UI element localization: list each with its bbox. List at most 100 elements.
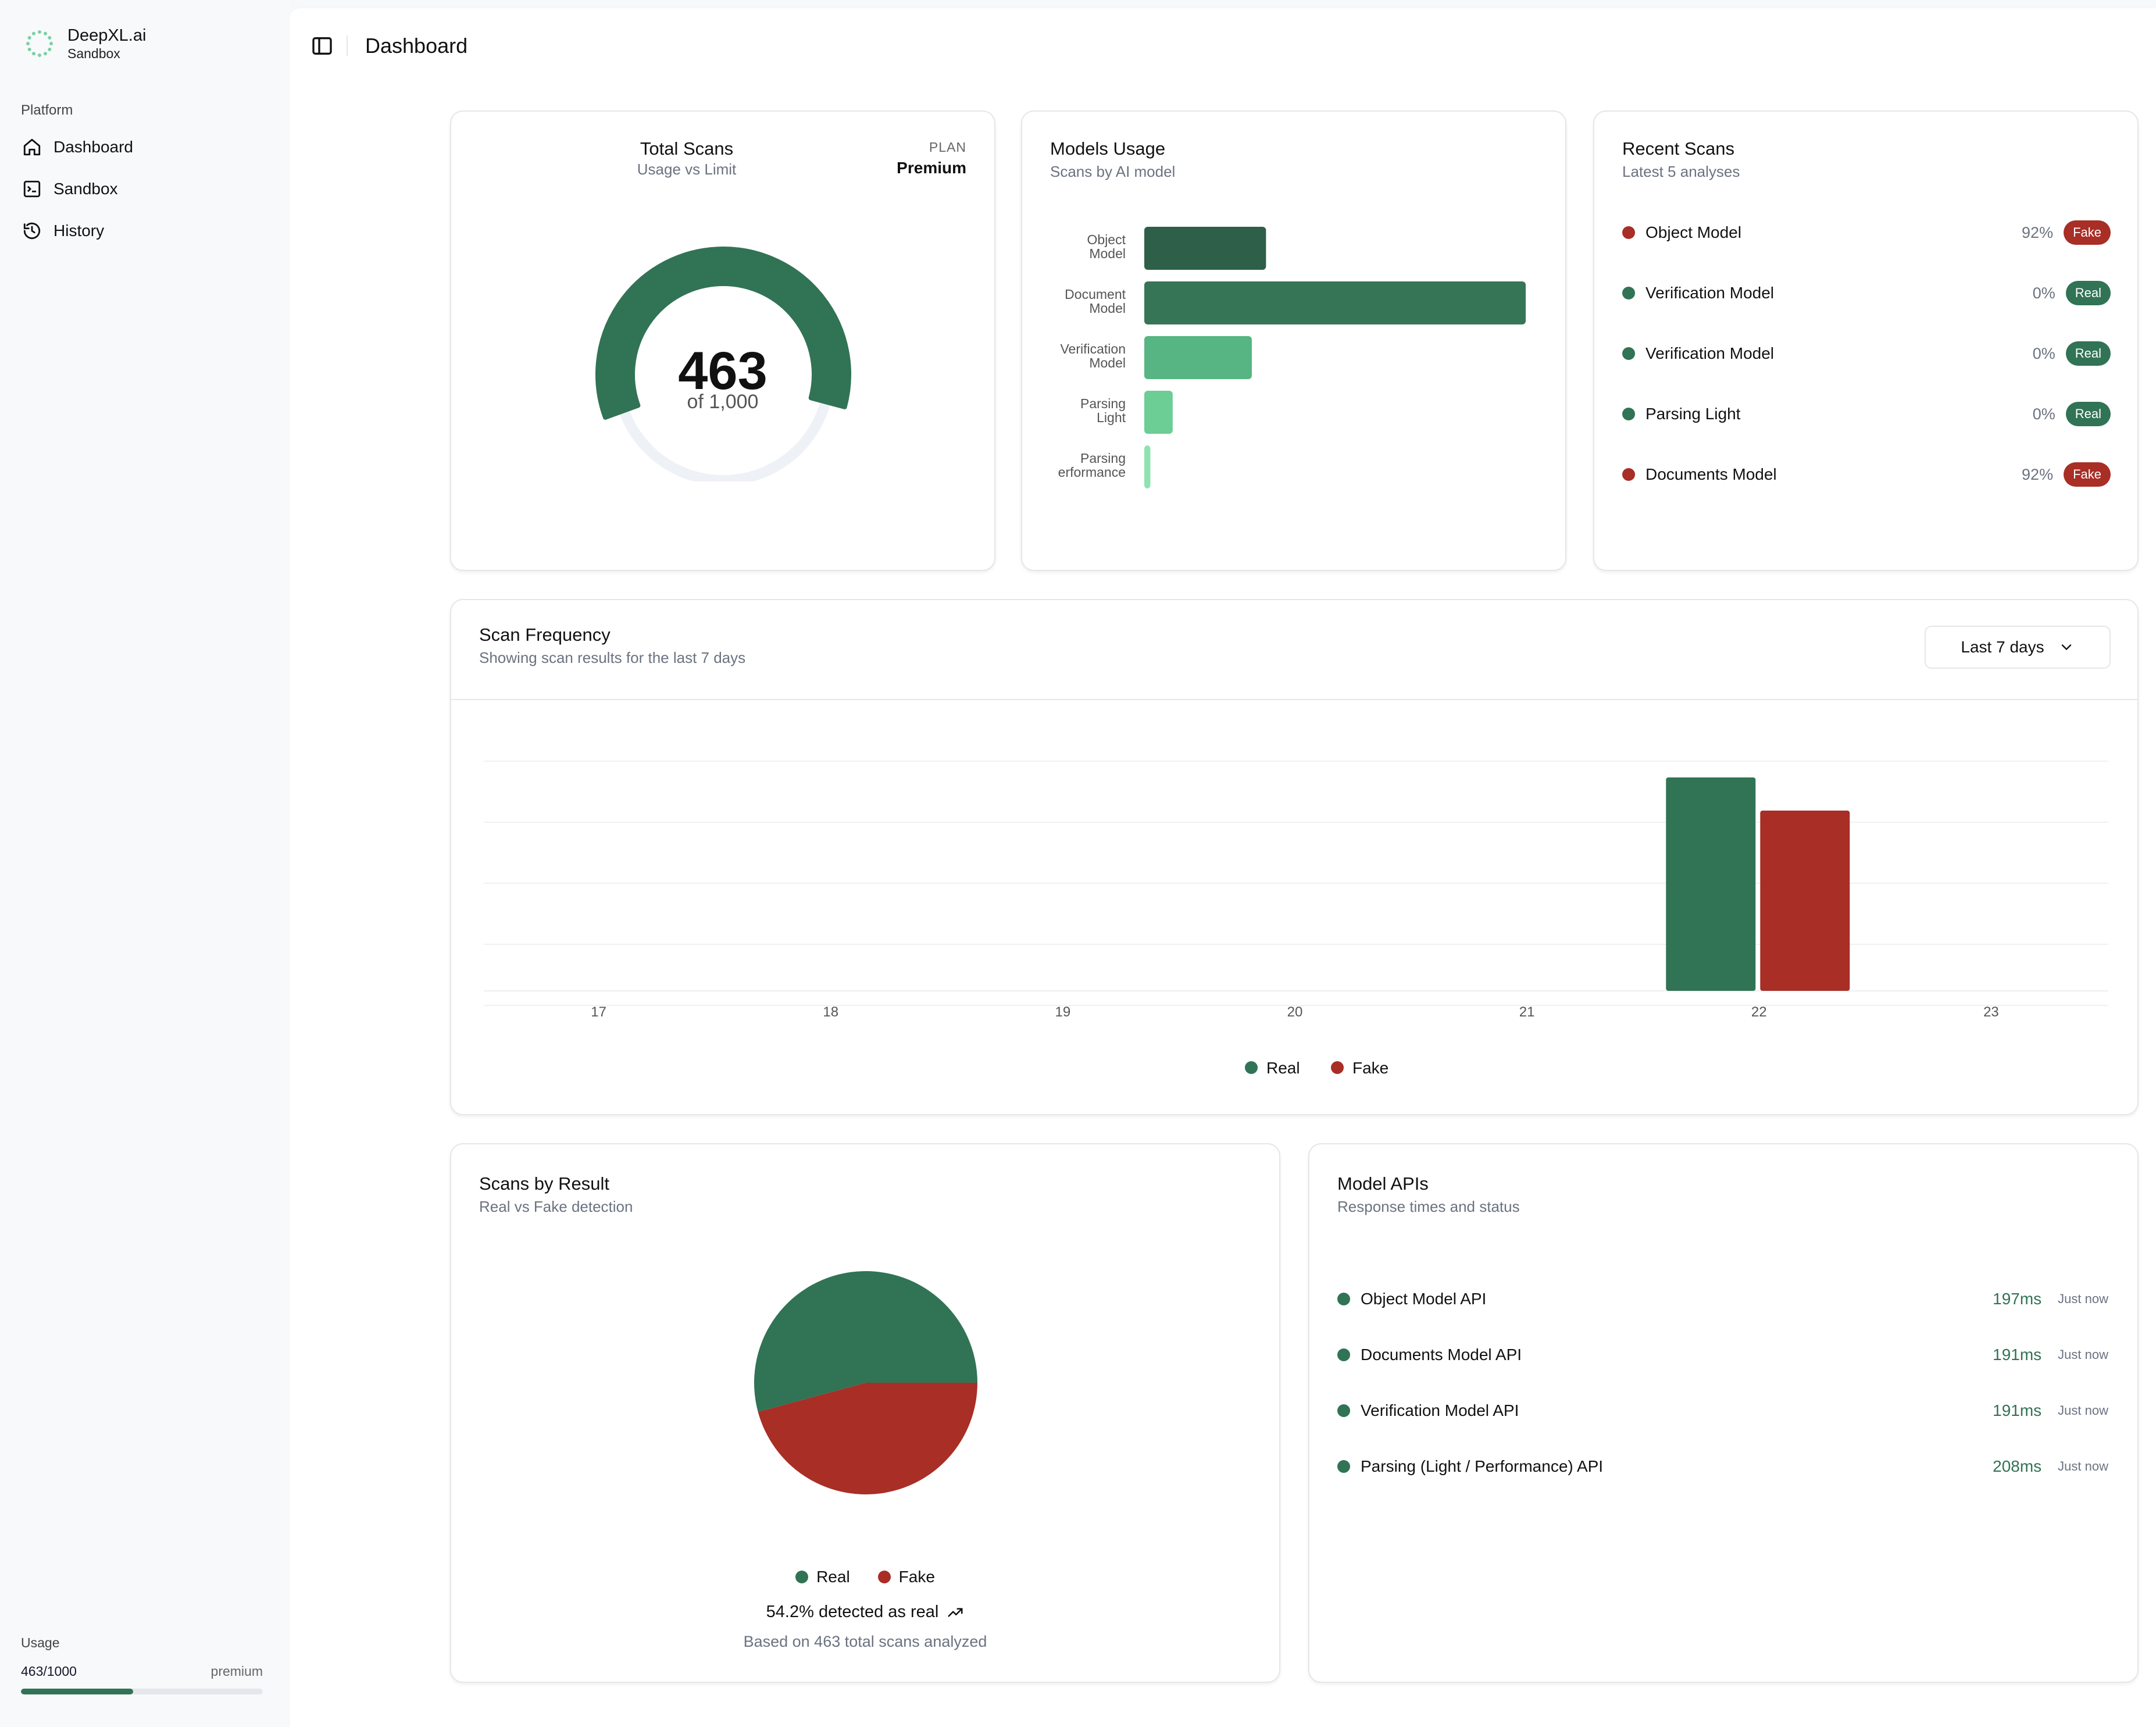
recent-scan-score: 0% [2032,284,2055,302]
main-content: Dashboard Total Scans Usage vs Limit PLA… [290,8,2156,1727]
model-usage-category-label: Model [1089,355,1126,370]
api-response-time: 191ms [1993,1346,2042,1364]
status-dot [1622,408,1635,420]
x-tick-label: 18 [823,1004,838,1020]
status-dot [1622,347,1635,360]
top-bar: Dashboard [290,8,2156,84]
legend-label: Real [816,1568,850,1586]
status-dot [1337,1460,1350,1473]
model-usage-category-label: Parsing [1080,451,1126,466]
models-usage-subtitle: Scans by AI model [1050,163,1176,180]
pie-legend: Real Fake [451,1568,1279,1586]
api-status-row[interactable]: Documents Model API 191ms Just now [1337,1339,2108,1371]
plan-label: PLAN [929,140,966,155]
status-dot [1622,468,1635,481]
toolbar-divider [347,35,348,56]
total-scans-title: Total Scans [640,138,734,159]
x-tick-label: 23 [1983,1004,1999,1020]
model-apis-subtitle: Response times and status [1337,1198,1520,1215]
model-usage-bar[interactable] [1144,445,1151,488]
recent-scan-score: 0% [2032,344,2055,362]
home-icon [22,137,42,157]
legend-swatch-fake [877,1571,891,1583]
total-scans-count: 463 [678,341,768,401]
range-select[interactable]: Last 7 days [1925,626,2111,669]
brand-name: DeepXL.ai [67,26,147,45]
api-status-row[interactable]: Object Model API 197ms Just now [1337,1283,2108,1315]
scans-by-result-pie [754,1271,977,1495]
brand-subtitle: Sandbox [67,46,120,61]
recent-scan-name: Verification Model [1645,344,1775,362]
range-select-value: Last 7 days [1961,638,2044,656]
scans-by-result-title: Scans by Result [479,1173,609,1194]
api-name: Documents Model API [1361,1346,1522,1364]
pie-slice-fake[interactable] [758,1383,977,1495]
chevron-down-icon [2058,639,2075,655]
history-icon [22,221,42,241]
scan-frequency-divider [451,699,2137,700]
x-tick-label: 19 [1055,1004,1071,1020]
scan-frequency-subtitle: Showing scan results for the last 7 days [479,649,746,666]
recent-scan-row[interactable]: Verification Model 0% Real [1622,337,2111,370]
api-name: Object Model API [1361,1290,1487,1308]
scans-by-result-card: Scans by Result Real vs Fake detection R… [450,1143,1280,1683]
brand[interactable]: DeepXL.ai Sandbox [23,26,146,62]
recent-scan-score: 0% [2032,405,2055,423]
sidebar-item-label: Dashboard [53,138,133,156]
scans-by-result-subtitle: Real vs Fake detection [479,1198,633,1215]
model-usage-category-label: Model [1089,301,1126,316]
model-usage-category-label: Document [1065,287,1126,302]
legend-label: Fake [1352,1059,1388,1077]
usage-progress-track [21,1689,263,1694]
usage-panel: Usage 463/1000 premium [21,1635,263,1694]
status-badge: Real [2065,341,2111,366]
recent-scan-score: 92% [2022,223,2054,241]
total-scans-subtitle: Usage vs Limit [637,160,737,178]
model-usage-bar[interactable] [1144,336,1252,379]
recent-scan-row[interactable]: Documents Model 92% Fake [1622,458,2111,491]
recent-scan-name: Object Model [1645,223,1741,241]
sidebar-toggle-icon[interactable] [310,34,334,58]
model-apis-title: Model APIs [1337,1173,1429,1194]
sidebar-item-history[interactable]: History [17,213,273,249]
scan-frequency-card: Scan Frequency Showing scan results for … [450,599,2139,1115]
recent-scan-score: 92% [2022,465,2054,483]
x-tick-label: 20 [1287,1004,1303,1020]
legend-label: Real [1266,1059,1300,1077]
api-status-row[interactable]: Parsing (Light / Performance) API 208ms Ju… [1337,1450,2108,1483]
api-response-time: 191ms [1993,1401,2042,1419]
legend-swatch-real [795,1571,809,1583]
model-apis-card: Model APIs Response times and status Obj… [1308,1143,2139,1683]
recent-scan-row[interactable]: Verification Model 0% Real [1622,277,2111,309]
sidebar-item-sandbox[interactable]: Sandbox [17,171,273,207]
api-status-row[interactable]: Verification Model API 191ms Just now [1337,1394,2108,1427]
api-name: Parsing (Light / Performance) API [1361,1457,1604,1475]
recent-scans-card: Recent Scans Latest 5 analyses Object Mo… [1593,110,2139,571]
sidebar: DeepXL.ai Sandbox Platform Dashboard San… [0,0,290,1727]
x-tick-label: 22 [1751,1004,1767,1020]
recent-scan-row[interactable]: Parsing Light 0% Real [1622,398,2111,430]
model-usage-bar[interactable] [1144,391,1173,434]
api-name: Verification Model API [1361,1401,1519,1419]
recent-scan-row[interactable]: Object Model 92% Fake [1622,216,2111,249]
recent-scans-title: Recent Scans [1622,138,1734,159]
total-scans-limit: of 1,000 [687,391,759,413]
legend-item-real: Real [795,1568,850,1586]
frequency-bar-fake[interactable] [1760,811,1850,991]
plan-value: Premium [897,159,966,177]
usage-gauge [595,247,851,481]
frequency-bar-real[interactable] [1666,777,1756,991]
models-usage-title: Models Usage [1050,138,1166,159]
legend-swatch-real [1245,1061,1258,1074]
model-usage-bar[interactable] [1144,281,1526,324]
model-usage-category-label: Object [1087,232,1126,247]
pie-slice-real[interactable] [754,1271,977,1412]
model-usage-bar[interactable] [1144,227,1266,270]
sidebar-item-dashboard[interactable]: Dashboard [17,129,273,165]
sidebar-item-label: Sandbox [53,180,118,198]
api-response-time: 197ms [1993,1290,2042,1308]
nav-group-label: Platform [21,102,73,118]
legend-swatch-fake [1331,1061,1344,1074]
models-usage-chart: ObjectModelDocumentModelVerificationMode… [1058,227,1526,488]
